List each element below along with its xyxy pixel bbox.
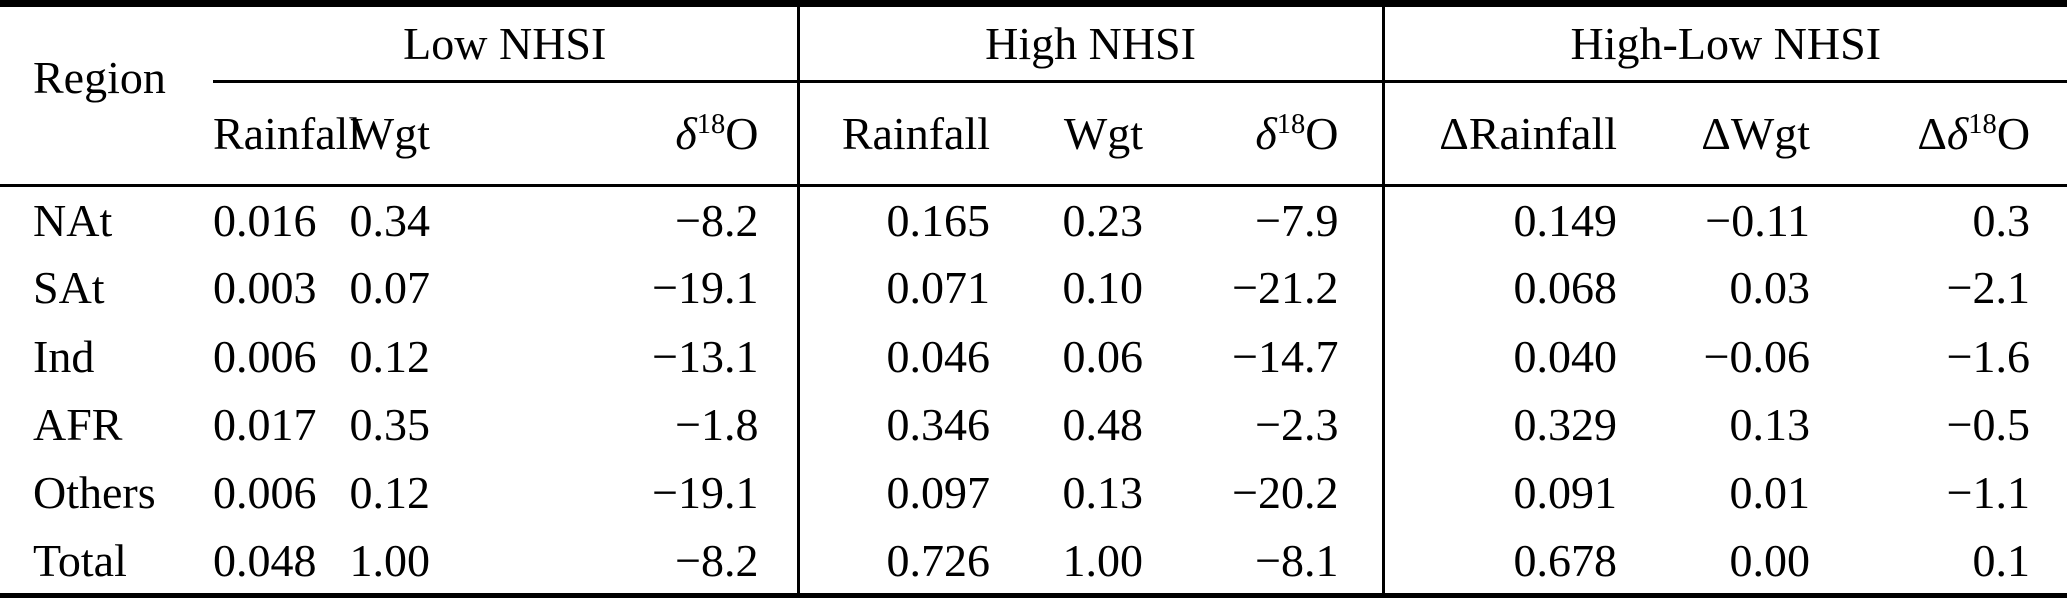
cell-diff-d18o: −2.1 (1946, 262, 2031, 314)
delta-symbol: δ (1946, 108, 1969, 159)
cell-low-rainfall: 0.048 (213, 534, 317, 586)
region-cell: SAt (33, 262, 105, 314)
cell-diff-wgt: 0.13 (1729, 399, 1811, 451)
column-header-high-wgt: Wgt (1003, 81, 1157, 187)
oxygen-symbol: O (1305, 108, 1339, 159)
region-cell: AFR (33, 399, 123, 451)
cell-low-d18o: −8.2 (675, 534, 759, 586)
cell-high-wgt: 0.10 (1062, 262, 1144, 314)
cell-high-wgt: 0.06 (1062, 330, 1144, 382)
cell-diff-d18o: 0.3 (1972, 194, 2031, 246)
cell-diff-rainfall: 0.329 (1381, 390, 1631, 459)
oxygen-symbol: O (725, 108, 759, 159)
cell-low-rainfall: 0.006 (213, 330, 317, 382)
cell-diff-wgt: 0.01 (1729, 467, 1811, 519)
cell-low-d18o: −13.1 (652, 330, 759, 382)
cell-high-rainfall: 0.346 (796, 390, 1004, 459)
cell-high-d18o: −8.1 (1255, 534, 1339, 586)
header-text: Wgt (1063, 108, 1144, 159)
cell-diff-wgt: 0.03 (1729, 262, 1811, 314)
cell-diff-rainfall: 0.091 (1381, 458, 1631, 528)
region-column-header: Region (0, 3, 213, 187)
header-text: Rainfall (213, 108, 362, 159)
delta-symbol: δ (675, 108, 697, 159)
cell-low-wgt: 0.12 (349, 330, 431, 382)
cell-high-rainfall: 0.726 (796, 527, 1004, 596)
column-header-low-rainfall: Rainfall (213, 81, 361, 187)
cell-high-d18o: −2.3 (1255, 399, 1339, 451)
region-cell: Ind (33, 330, 95, 382)
cell-diff-rainfall: 0.068 (1381, 253, 1631, 323)
cell-high-wgt: 1.00 (1062, 534, 1144, 586)
header-text: ΔWgt (1701, 108, 1811, 159)
table-row-afr: AFR 0.017 0.35 −1.8 0.346 0.48 −2.3 0.32… (0, 390, 2067, 459)
superscript-18: 18 (1968, 109, 1997, 141)
cell-low-d18o: −1.8 (675, 399, 759, 451)
superscript-18: 18 (1276, 109, 1306, 141)
table-row-sat: SAt 0.003 0.07 −19.1 0.071 0.10 −21.2 0.… (0, 253, 2067, 323)
cell-high-wgt: 0.23 (1062, 194, 1144, 246)
cell-low-rainfall: 0.003 (213, 262, 317, 314)
cell-diff-d18o: −1.6 (1946, 330, 2031, 382)
cell-high-rainfall: 0.097 (796, 458, 1004, 528)
cell-diff-wgt: 0.00 (1729, 534, 1811, 586)
cell-diff-d18o: −0.5 (1946, 399, 2031, 451)
cell-diff-rainfall: 0.040 (1381, 322, 1631, 391)
cell-diff-wgt: −0.11 (1705, 194, 1811, 246)
header-text: Δ (1917, 108, 1947, 159)
region-cell: Others (33, 467, 156, 519)
cell-high-wgt: 0.13 (1062, 467, 1144, 519)
cell-low-wgt: 0.07 (349, 262, 431, 314)
header-text: Rainfall (841, 108, 991, 159)
table-row-nat: NAt 0.016 0.34 −8.2 0.165 0.23 −7.9 0.14… (0, 185, 2067, 254)
cell-high-d18o: −7.9 (1255, 194, 1339, 246)
cell-diff-rainfall: 0.678 (1381, 527, 1631, 596)
cell-high-d18o: −14.7 (1232, 330, 1339, 382)
cell-high-rainfall: 0.165 (796, 185, 1004, 254)
table-row-others: Others 0.006 0.12 −19.1 0.097 0.13 −20.2… (0, 458, 2067, 528)
cell-low-rainfall: 0.006 (213, 467, 317, 519)
cell-high-rainfall: 0.071 (796, 253, 1004, 323)
cell-low-wgt: 1.00 (349, 534, 431, 586)
group-header-row: Region Low NHSI High NHSI High-Low NHSI (0, 3, 2067, 187)
cell-low-rainfall: 0.016 (213, 194, 317, 246)
group-header-low-nhsi: Low NHSI (213, 3, 799, 83)
cell-low-wgt: 0.34 (349, 194, 431, 246)
cell-low-d18o: −19.1 (652, 467, 759, 519)
superscript-18: 18 (696, 109, 726, 141)
cell-low-d18o: −8.2 (675, 194, 759, 246)
column-header-high-d18o: δ18O (1156, 81, 1384, 187)
cell-high-d18o: −20.2 (1232, 467, 1339, 519)
cell-low-wgt: 0.12 (349, 467, 431, 519)
cell-diff-wgt: −0.06 (1703, 330, 1811, 382)
cell-low-wgt: 0.35 (349, 399, 431, 451)
region-cell: NAt (33, 194, 113, 246)
column-header-low-wgt: Wgt (323, 81, 443, 187)
column-header-low-d18o: δ18O (443, 81, 799, 187)
delta-symbol: δ (1255, 108, 1277, 159)
header-text: Wgt (350, 108, 430, 159)
column-header-diff-wgt: ΔWgt (1630, 81, 1824, 187)
group-header-high-nhsi: High NHSI (796, 3, 1384, 83)
cell-diff-rainfall: 0.149 (1381, 185, 1631, 254)
cell-low-d18o: −19.1 (652, 262, 759, 314)
group-header-high-low-nhsi: High-Low NHSI (1381, 3, 2067, 83)
region-cell: Total (33, 534, 127, 586)
table-row-ind: Ind 0.006 0.12 −13.1 0.046 0.06 −14.7 0.… (0, 322, 2067, 391)
cell-high-wgt: 0.48 (1062, 399, 1144, 451)
cell-low-rainfall: 0.017 (213, 399, 317, 451)
cell-high-d18o: −21.2 (1232, 262, 1339, 314)
subheader-row: Rainfall Wgt δ18O Rainfall Wgt δ18O ΔRai… (0, 81, 2067, 187)
cell-diff-d18o: 0.1 (1972, 534, 2031, 586)
header-text: ΔRainfall (1439, 108, 1618, 159)
oxygen-symbol: O (1996, 108, 2031, 159)
table-row-total: Total 0.048 1.00 −8.2 0.726 1.00 −8.1 0.… (0, 527, 2067, 596)
cell-diff-d18o: −1.1 (1946, 467, 2031, 519)
column-header-diff-d18o: Δδ18O (1823, 81, 2067, 187)
column-header-high-rainfall: Rainfall (796, 81, 1004, 187)
cell-high-rainfall: 0.046 (796, 322, 1004, 391)
column-header-diff-rainfall: ΔRainfall (1381, 81, 1631, 187)
